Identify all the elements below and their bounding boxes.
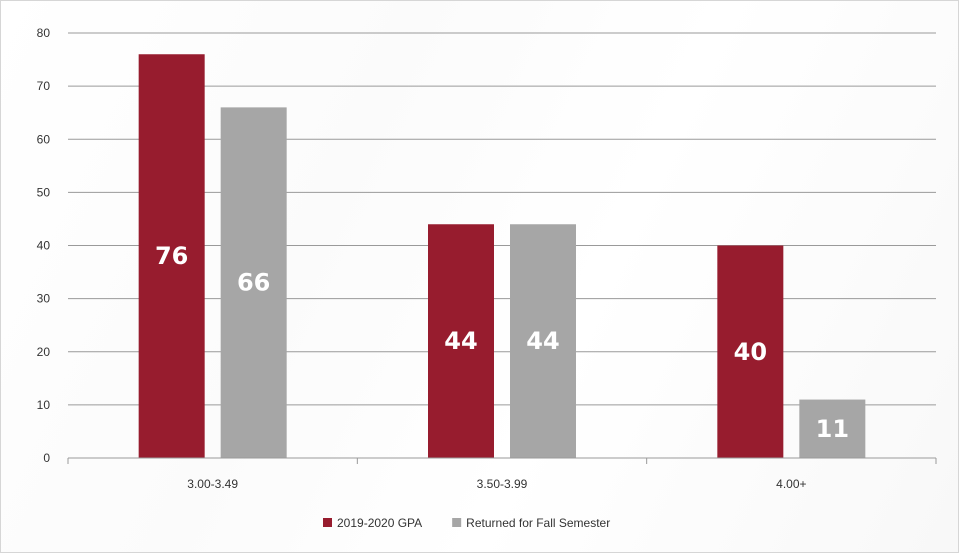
y-axis: 0 10 20 30 40 50 60 70 80: [37, 26, 51, 465]
y-tick-label: 30: [37, 292, 51, 306]
bar: [799, 399, 866, 458]
x-tick-label: 4.00+: [776, 477, 806, 491]
data-label: 44: [444, 327, 477, 355]
data-label: 11: [816, 415, 849, 443]
x-tick-label: 3.50-3.99: [477, 477, 528, 491]
x-axis: 3.00-3.49 3.50-3.99 4.00+: [67, 457, 937, 491]
x-tick-label: 3.00-3.49: [187, 477, 238, 491]
data-label: 40: [734, 338, 767, 366]
bar: [717, 245, 784, 458]
bar: [138, 54, 205, 458]
grid-lines: [68, 32, 936, 406]
y-tick-label: 20: [37, 345, 51, 359]
legend-label: Returned for Fall Semester: [466, 516, 610, 530]
bar: [428, 224, 494, 458]
y-tick-label: 0: [43, 451, 50, 465]
legend: 2019-2020 GPA Returned for Fall Semester: [323, 516, 610, 530]
legend-swatch: [323, 518, 332, 527]
bars: 76 66 44 44 40 11: [138, 54, 866, 458]
data-label: 44: [526, 327, 559, 355]
bar: [220, 107, 287, 458]
data-label: 66: [237, 269, 270, 297]
y-tick-label: 80: [37, 26, 51, 40]
data-label: 76: [155, 242, 188, 270]
legend-swatch: [452, 518, 462, 527]
y-tick-label: 60: [37, 132, 51, 146]
y-tick-label: 10: [37, 398, 51, 412]
legend-label: 2019-2020 GPA: [337, 516, 422, 530]
y-tick-label: 40: [37, 239, 51, 253]
y-tick-label: 70: [37, 79, 51, 93]
bar: [510, 224, 576, 458]
y-tick-label: 50: [37, 185, 51, 199]
